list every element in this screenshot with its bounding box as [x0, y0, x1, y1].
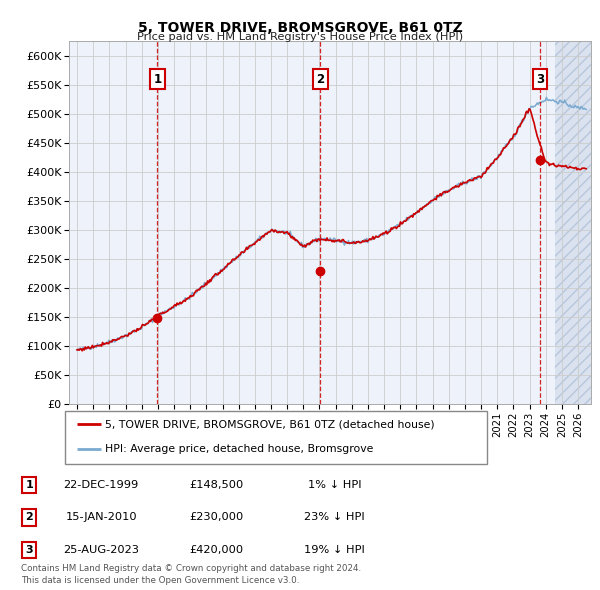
- Bar: [556, 41, 591, 404]
- Text: 23% ↓ HPI: 23% ↓ HPI: [304, 513, 365, 522]
- Text: 19% ↓ HPI: 19% ↓ HPI: [304, 545, 365, 555]
- Bar: [556, 41, 591, 404]
- Text: £148,500: £148,500: [190, 480, 244, 490]
- Text: £230,000: £230,000: [190, 513, 244, 522]
- Text: 15-JAN-2010: 15-JAN-2010: [65, 513, 137, 522]
- Text: 22-DEC-1999: 22-DEC-1999: [64, 480, 139, 490]
- FancyBboxPatch shape: [65, 411, 487, 464]
- Text: HPI: Average price, detached house, Bromsgrove: HPI: Average price, detached house, Brom…: [104, 444, 373, 454]
- Text: 1: 1: [25, 480, 33, 490]
- Text: 5, TOWER DRIVE, BROMSGROVE, B61 0TZ: 5, TOWER DRIVE, BROMSGROVE, B61 0TZ: [137, 21, 463, 35]
- Text: £420,000: £420,000: [190, 545, 244, 555]
- Text: 1: 1: [154, 73, 161, 86]
- Text: Contains HM Land Registry data © Crown copyright and database right 2024.
This d: Contains HM Land Registry data © Crown c…: [20, 565, 361, 585]
- Text: 5, TOWER DRIVE, BROMSGROVE, B61 0TZ (detached house): 5, TOWER DRIVE, BROMSGROVE, B61 0TZ (det…: [104, 419, 434, 430]
- Text: 3: 3: [25, 545, 33, 555]
- Text: 1% ↓ HPI: 1% ↓ HPI: [308, 480, 361, 490]
- Text: 3: 3: [536, 73, 544, 86]
- Text: Price paid vs. HM Land Registry's House Price Index (HPI): Price paid vs. HM Land Registry's House …: [137, 32, 463, 42]
- Text: 2: 2: [25, 513, 33, 522]
- Text: 2: 2: [316, 73, 324, 86]
- Text: 25-AUG-2023: 25-AUG-2023: [63, 545, 139, 555]
